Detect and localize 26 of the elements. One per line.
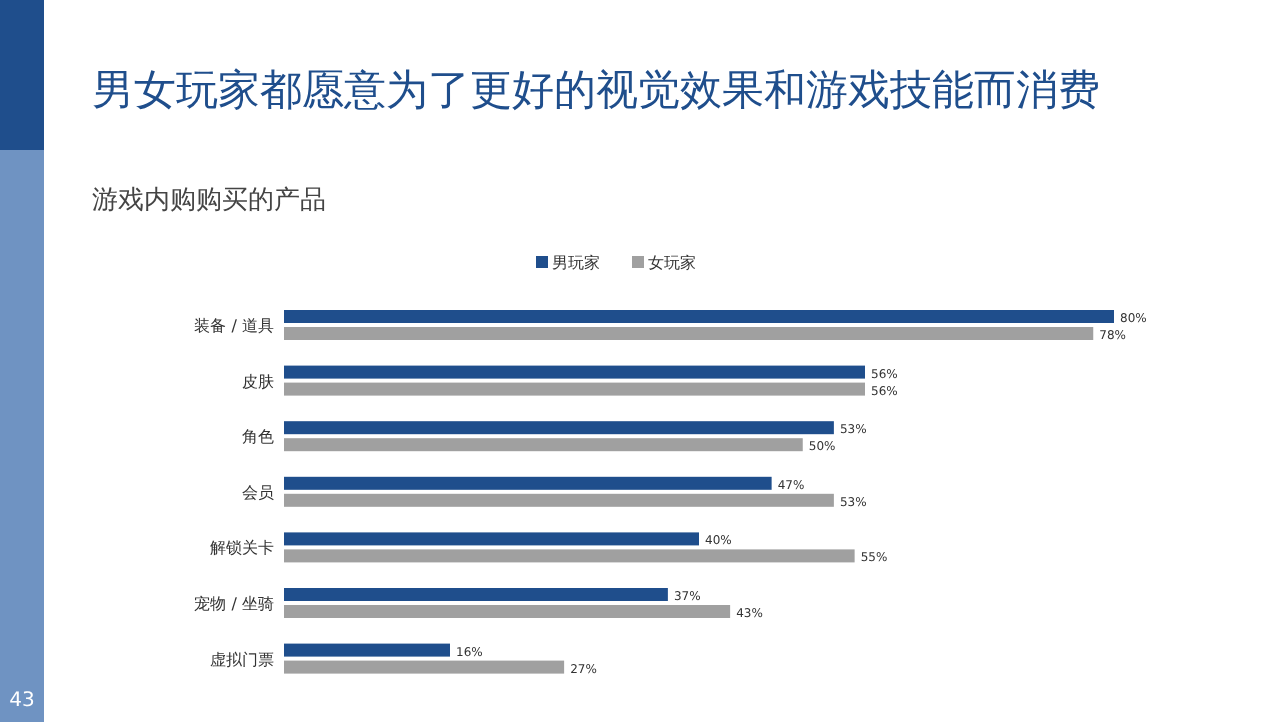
legend-label: 女玩家 [648,254,696,272]
y-tick-label: 宠物 / 坐骑 [194,595,274,613]
chart-subtitle: 游戏内购购买的产品 [92,186,326,216]
text: 43 [9,690,35,712]
y-tick-label: 角色 [242,428,274,447]
bar [284,643,450,657]
bar [284,549,855,563]
y-tick-label: 装备 / 道具 [194,317,274,335]
bar [284,365,865,379]
bar [284,438,803,452]
legend-label: 男玩家 [552,254,600,272]
y-tick-label: 会员 [242,483,274,502]
bar [284,476,772,490]
bar [284,310,1114,323]
bar [284,327,1094,340]
y-tick-label: 虚拟门票 [210,650,274,669]
bar [284,421,834,435]
chart-title: 男女玩家都愿意为了更好的视觉效果和游戏技能而消费 [92,66,1100,114]
bar [284,382,865,396]
bar [284,660,565,674]
y-tick-label: 解锁关卡 [210,539,274,558]
bar [284,532,699,546]
bar [284,605,731,618]
bar [284,588,668,601]
y-tick-label: 皮肤 [242,372,274,391]
bar [284,493,834,507]
